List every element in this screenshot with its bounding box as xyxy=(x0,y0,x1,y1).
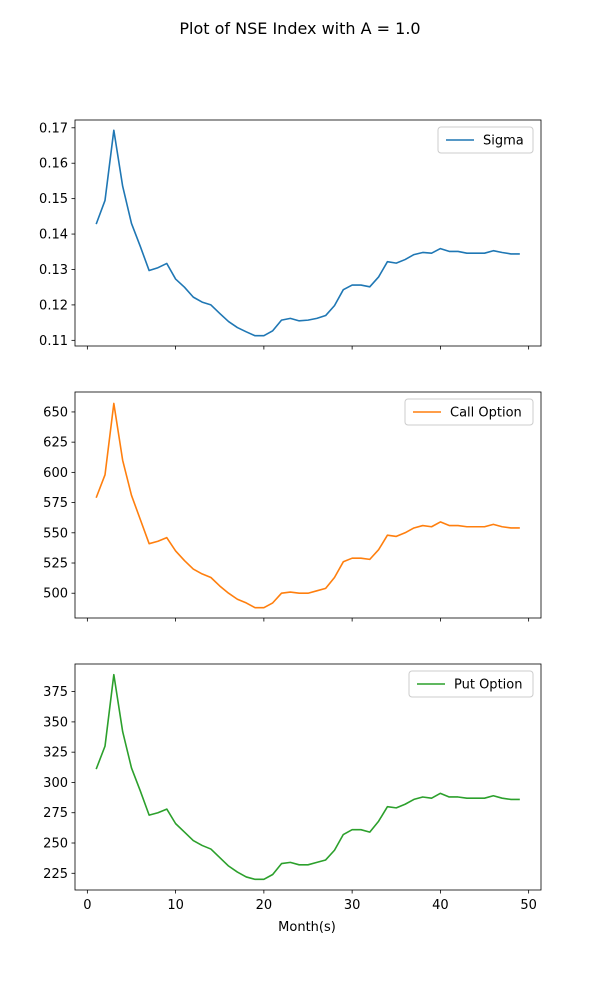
legend-box xyxy=(404,398,534,426)
sigma-subplot: 0.11 0.12 0.13 0.14 0.15 0.16 0.17 Sigma xyxy=(39,119,542,350)
axes-frame xyxy=(74,391,542,619)
legend-label: Call Option xyxy=(450,406,522,421)
y-tick-label: 0.12 xyxy=(39,298,68,313)
y-tick-label: 0.11 xyxy=(39,334,68,349)
figure-title: Plot of NSE Index with A = 1.0 xyxy=(179,19,420,38)
y-tick-label: 525 xyxy=(43,557,68,572)
y-tick-label: 0.15 xyxy=(39,192,68,207)
y-tick-label: 275 xyxy=(43,806,68,821)
sigma-legend: Sigma xyxy=(437,126,534,154)
legend-box xyxy=(408,670,534,698)
y-tick-label: 375 xyxy=(43,685,68,700)
y-tick-label: 575 xyxy=(43,496,68,511)
put-option-series-line xyxy=(95,673,520,881)
y-tick-label: 0.13 xyxy=(39,263,68,278)
y-tick-label: 250 xyxy=(43,837,68,852)
x-axis-label: Month(s) xyxy=(278,920,336,935)
call-option-legend: Call Option xyxy=(404,398,534,426)
put-option-subplot: 225 250 275 300 325 350 375 0 10 20 30 40 50 Put Opti… xyxy=(43,663,542,913)
y-tick-label: 350 xyxy=(43,715,68,730)
call-option-series-line xyxy=(95,402,520,609)
legend-label: Put Option xyxy=(454,678,522,693)
legend-label: Sigma xyxy=(483,134,524,149)
x-tick-label: 0 xyxy=(83,898,91,913)
x-tick-label: 40 xyxy=(432,898,449,913)
y-tick-label: 550 xyxy=(43,526,68,541)
y-tick-label: 225 xyxy=(43,867,68,882)
x-tick-label: 50 xyxy=(520,898,537,913)
axes-frame xyxy=(74,119,542,347)
x-tick-label: 30 xyxy=(344,898,361,913)
legend-box xyxy=(437,126,534,154)
y-tick-label: 600 xyxy=(43,466,68,481)
x-tick-label: 10 xyxy=(167,898,184,913)
call-option-subplot: 500 525 550 575 600 625 650 Call Option xyxy=(43,391,542,622)
sigma-series-line xyxy=(95,129,520,337)
y-tick-label: 0.14 xyxy=(39,228,68,243)
x-tick-label: 20 xyxy=(256,898,273,913)
y-tick-label: 650 xyxy=(43,405,68,420)
y-tick-label: 300 xyxy=(43,776,68,791)
put-option-legend: Put Option xyxy=(408,670,534,698)
y-tick-label: 0.16 xyxy=(39,157,68,172)
y-tick-label: 500 xyxy=(43,587,68,602)
y-tick-label: 625 xyxy=(43,436,68,451)
y-tick-label: 325 xyxy=(43,746,68,761)
axes-frame xyxy=(74,663,542,891)
y-tick-label: 0.17 xyxy=(39,121,68,136)
